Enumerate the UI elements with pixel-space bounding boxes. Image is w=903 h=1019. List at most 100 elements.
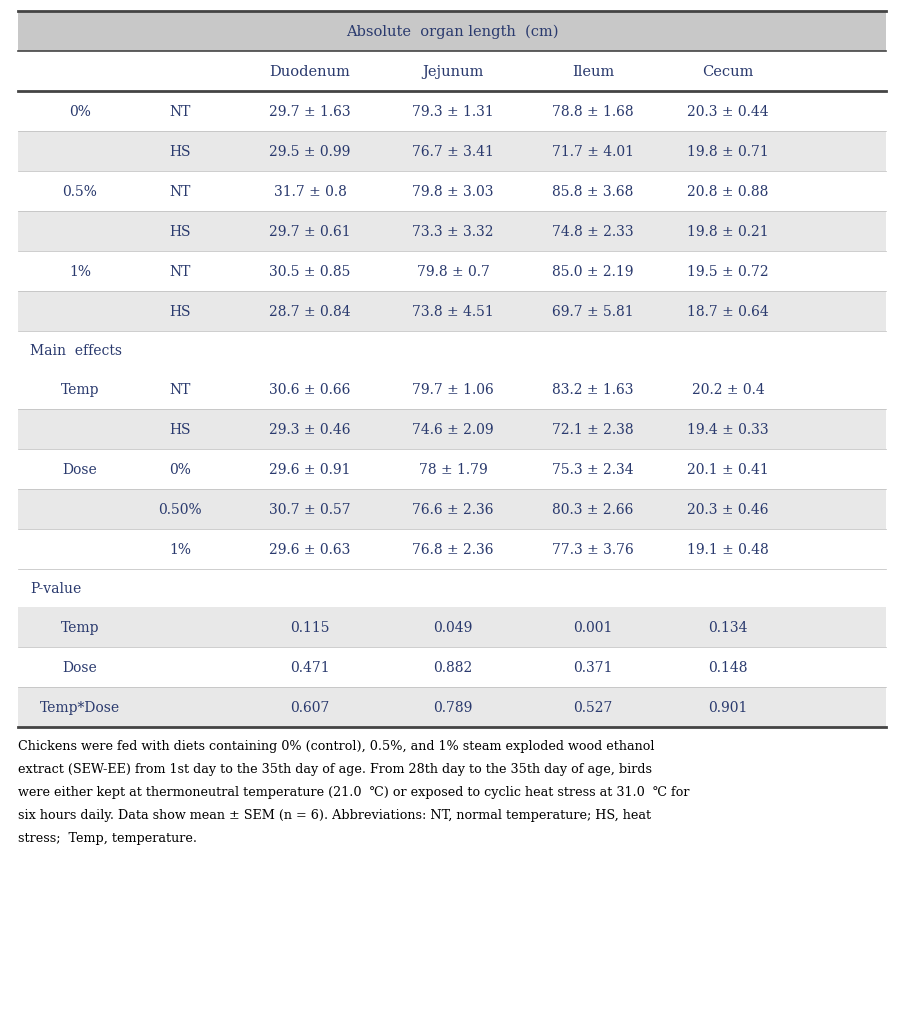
Text: 20.8 ± 0.88: 20.8 ± 0.88 bbox=[686, 184, 768, 199]
Bar bbox=[18, 12, 885, 52]
Text: 1%: 1% bbox=[169, 542, 191, 556]
Text: 0.882: 0.882 bbox=[433, 660, 472, 675]
Text: HS: HS bbox=[169, 225, 191, 238]
Text: 73.3 ± 3.32: 73.3 ± 3.32 bbox=[412, 225, 493, 238]
Text: 79.7 ± 1.06: 79.7 ± 1.06 bbox=[412, 382, 493, 396]
Text: Main  effects: Main effects bbox=[30, 343, 122, 358]
Text: 30.7 ± 0.57: 30.7 ± 0.57 bbox=[269, 502, 350, 517]
Text: 20.3 ± 0.44: 20.3 ± 0.44 bbox=[686, 105, 768, 119]
Text: 79.8 ± 0.7: 79.8 ± 0.7 bbox=[416, 265, 489, 279]
Text: 72.1 ± 2.38: 72.1 ± 2.38 bbox=[552, 423, 633, 436]
Text: 30.6 ± 0.66: 30.6 ± 0.66 bbox=[269, 382, 350, 396]
Text: Cecum: Cecum bbox=[702, 65, 753, 78]
Text: 29.7 ± 0.61: 29.7 ± 0.61 bbox=[269, 225, 350, 238]
Text: 69.7 ± 5.81: 69.7 ± 5.81 bbox=[552, 305, 633, 319]
Text: 1%: 1% bbox=[69, 265, 91, 279]
Text: 0%: 0% bbox=[69, 105, 91, 119]
Text: 83.2 ± 1.63: 83.2 ± 1.63 bbox=[552, 382, 633, 396]
Text: 0.901: 0.901 bbox=[708, 700, 747, 714]
Text: 0.50%: 0.50% bbox=[158, 502, 201, 517]
Text: Temp: Temp bbox=[61, 382, 99, 396]
Bar bbox=[18, 131, 885, 172]
Text: Duodenum: Duodenum bbox=[269, 65, 350, 78]
Text: 76.8 ± 2.36: 76.8 ± 2.36 bbox=[412, 542, 493, 556]
Bar bbox=[18, 489, 885, 530]
Text: 78.8 ± 1.68: 78.8 ± 1.68 bbox=[552, 105, 633, 119]
Text: extract (SEW-EE) from 1st day to the 35th day of age. From 28th day to the 35th : extract (SEW-EE) from 1st day to the 35t… bbox=[18, 762, 651, 775]
Bar bbox=[18, 212, 885, 252]
Text: 18.7 ± 0.64: 18.7 ± 0.64 bbox=[686, 305, 768, 319]
Bar bbox=[18, 92, 885, 131]
Text: NT: NT bbox=[169, 105, 191, 119]
Text: HS: HS bbox=[169, 423, 191, 436]
Text: 0.5%: 0.5% bbox=[62, 184, 98, 199]
Text: 80.3 ± 2.66: 80.3 ± 2.66 bbox=[552, 502, 633, 517]
Text: 79.3 ± 1.31: 79.3 ± 1.31 bbox=[412, 105, 493, 119]
Text: 29.7 ± 1.63: 29.7 ± 1.63 bbox=[269, 105, 350, 119]
Text: 0.001: 0.001 bbox=[573, 621, 612, 635]
Text: NT: NT bbox=[169, 184, 191, 199]
Text: NT: NT bbox=[169, 382, 191, 396]
Text: 0.527: 0.527 bbox=[573, 700, 612, 714]
Bar bbox=[18, 410, 885, 449]
Text: Temp*Dose: Temp*Dose bbox=[40, 700, 120, 714]
Text: 29.3 ± 0.46: 29.3 ± 0.46 bbox=[269, 423, 350, 436]
Bar bbox=[18, 52, 885, 92]
Text: 19.1 ± 0.48: 19.1 ± 0.48 bbox=[686, 542, 768, 556]
Bar bbox=[18, 688, 885, 728]
Text: 74.8 ± 2.33: 74.8 ± 2.33 bbox=[552, 225, 633, 238]
Text: Ileum: Ileum bbox=[572, 65, 613, 78]
Text: 20.2 ± 0.4: 20.2 ± 0.4 bbox=[691, 382, 764, 396]
Text: 79.8 ± 3.03: 79.8 ± 3.03 bbox=[412, 184, 493, 199]
Text: 76.6 ± 2.36: 76.6 ± 2.36 bbox=[412, 502, 493, 517]
Text: NT: NT bbox=[169, 265, 191, 279]
Text: 30.5 ± 0.85: 30.5 ± 0.85 bbox=[269, 265, 350, 279]
Text: Dose: Dose bbox=[62, 463, 98, 477]
Text: Temp: Temp bbox=[61, 621, 99, 635]
Text: 19.4 ± 0.33: 19.4 ± 0.33 bbox=[686, 423, 768, 436]
Text: 0.115: 0.115 bbox=[290, 621, 330, 635]
Text: 29.5 ± 0.99: 29.5 ± 0.99 bbox=[269, 145, 350, 159]
Text: Dose: Dose bbox=[62, 660, 98, 675]
Text: 0.471: 0.471 bbox=[290, 660, 330, 675]
Bar bbox=[18, 172, 885, 212]
Text: 77.3 ± 3.76: 77.3 ± 3.76 bbox=[552, 542, 633, 556]
Text: Absolute  organ length  (cm): Absolute organ length (cm) bbox=[345, 24, 558, 39]
Text: 29.6 ± 0.63: 29.6 ± 0.63 bbox=[269, 542, 350, 556]
Text: 0%: 0% bbox=[169, 463, 191, 477]
Text: 71.7 ± 4.01: 71.7 ± 4.01 bbox=[552, 145, 633, 159]
Text: 0.789: 0.789 bbox=[433, 700, 472, 714]
Text: 19.8 ± 0.71: 19.8 ± 0.71 bbox=[686, 145, 768, 159]
Text: 19.5 ± 0.72: 19.5 ± 0.72 bbox=[686, 265, 768, 279]
Bar bbox=[18, 331, 885, 370]
Text: 85.0 ± 2.19: 85.0 ± 2.19 bbox=[552, 265, 633, 279]
Text: HS: HS bbox=[169, 305, 191, 319]
Bar bbox=[18, 647, 885, 688]
Text: Jejunum: Jejunum bbox=[422, 65, 483, 78]
Text: 0.607: 0.607 bbox=[290, 700, 330, 714]
Text: 0.148: 0.148 bbox=[707, 660, 747, 675]
Text: 20.1 ± 0.41: 20.1 ± 0.41 bbox=[686, 463, 768, 477]
Bar bbox=[18, 370, 885, 410]
Text: 0.134: 0.134 bbox=[707, 621, 747, 635]
Text: 20.3 ± 0.46: 20.3 ± 0.46 bbox=[686, 502, 768, 517]
Bar bbox=[18, 449, 885, 489]
Text: 73.8 ± 4.51: 73.8 ± 4.51 bbox=[412, 305, 493, 319]
Text: 78 ± 1.79: 78 ± 1.79 bbox=[418, 463, 487, 477]
Bar bbox=[18, 291, 885, 331]
Text: were either kept at thermoneutral temperature (21.0  ℃) or exposed to cyclic hea: were either kept at thermoneutral temper… bbox=[18, 786, 689, 798]
Text: 76.7 ± 3.41: 76.7 ± 3.41 bbox=[412, 145, 493, 159]
Text: 0.049: 0.049 bbox=[433, 621, 472, 635]
Text: Chickens were fed with diets containing 0% (control), 0.5%, and 1% steam explode: Chickens were fed with diets containing … bbox=[18, 739, 654, 752]
Text: 0.371: 0.371 bbox=[573, 660, 612, 675]
Text: 74.6 ± 2.09: 74.6 ± 2.09 bbox=[412, 423, 493, 436]
Bar bbox=[18, 607, 885, 647]
Text: 28.7 ± 0.84: 28.7 ± 0.84 bbox=[269, 305, 350, 319]
Text: 19.8 ± 0.21: 19.8 ± 0.21 bbox=[686, 225, 768, 238]
Text: HS: HS bbox=[169, 145, 191, 159]
Text: P-value: P-value bbox=[30, 582, 81, 595]
Text: stress;  Temp, temperature.: stress; Temp, temperature. bbox=[18, 832, 197, 844]
Bar bbox=[18, 570, 885, 607]
Bar bbox=[18, 252, 885, 291]
Text: 31.7 ± 0.8: 31.7 ± 0.8 bbox=[274, 184, 346, 199]
